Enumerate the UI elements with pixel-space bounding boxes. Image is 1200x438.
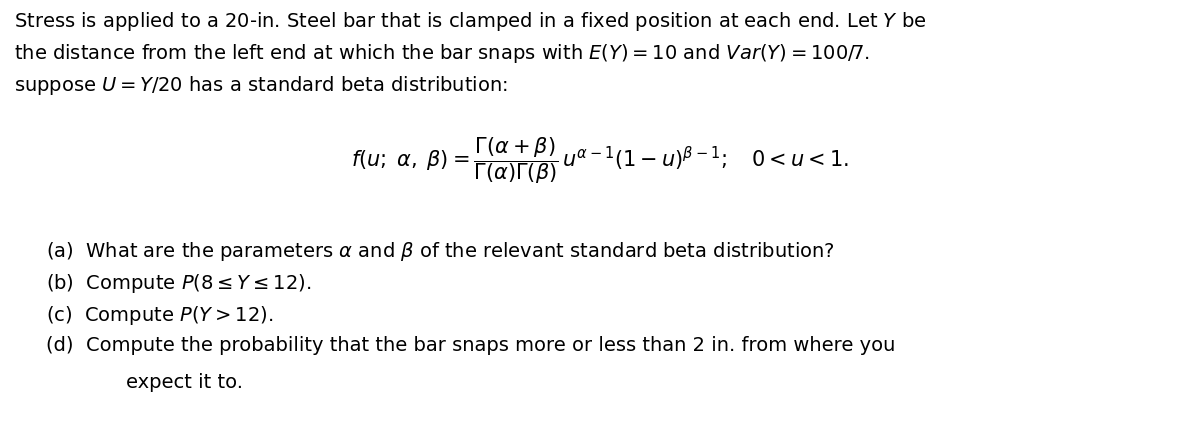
Text: (b)  Compute $P(8 \leq Y \leq 12)$.: (b) Compute $P(8 \leq Y \leq 12)$. <box>46 272 311 294</box>
Text: $f(u;\; \alpha,\; \beta) = \dfrac{\Gamma(\alpha+\beta)}{\Gamma(\alpha)\Gamma(\be: $f(u;\; \alpha,\; \beta) = \dfrac{\Gamma… <box>352 135 848 185</box>
Text: expect it to.: expect it to. <box>76 372 242 391</box>
Text: Stress is applied to a 20-in. Steel bar that is clamped in a fixed position at e: Stress is applied to a 20-in. Steel bar … <box>14 10 926 33</box>
Text: (a)  What are the parameters $\alpha$ and $\beta$ of the relevant standard beta : (a) What are the parameters $\alpha$ and… <box>46 240 835 262</box>
Text: suppose $U = Y/20$ has a standard beta distribution:: suppose $U = Y/20$ has a standard beta d… <box>14 74 508 97</box>
Text: the distance from the left end at which the bar snaps with $E(Y) = 10$ and $\mat: the distance from the left end at which … <box>14 42 870 65</box>
Text: (d)  Compute the probability that the bar snaps more or less than 2 in. from whe: (d) Compute the probability that the bar… <box>46 335 895 354</box>
Text: (c)  Compute $P(Y > 12)$.: (c) Compute $P(Y > 12)$. <box>46 303 274 326</box>
